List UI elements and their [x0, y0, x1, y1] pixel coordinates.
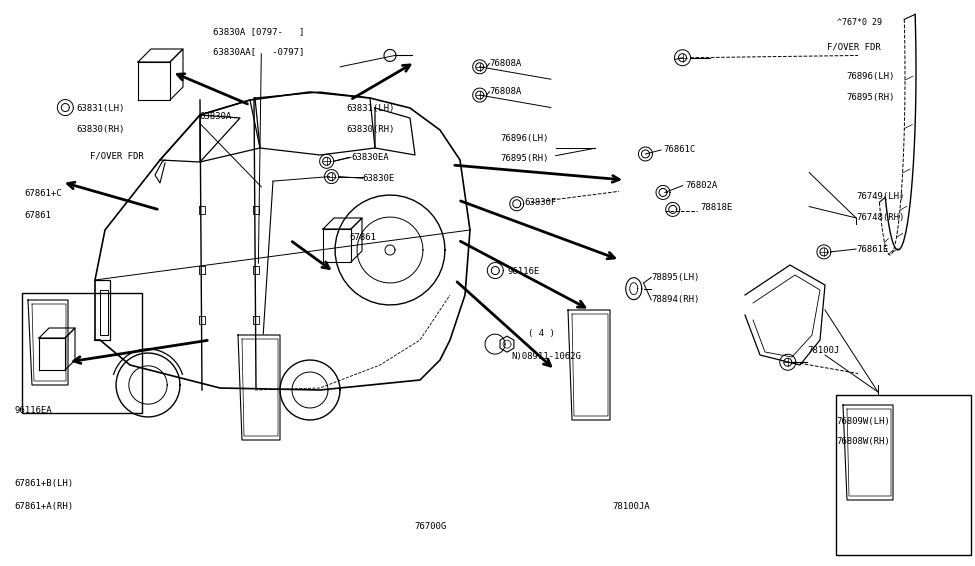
Text: 76896(LH): 76896(LH) [846, 72, 895, 81]
Text: 76808A: 76808A [489, 87, 522, 96]
Text: F/OVER FDR: F/OVER FDR [827, 42, 880, 52]
Text: 76748(RH): 76748(RH) [856, 213, 905, 222]
Text: 76700G: 76700G [414, 522, 447, 531]
Text: 67861+A(RH): 67861+A(RH) [15, 502, 74, 511]
Text: 78894(RH): 78894(RH) [651, 295, 700, 305]
Text: F/OVER FDR: F/OVER FDR [90, 151, 143, 160]
Text: ^767*0 29: ^767*0 29 [837, 18, 881, 27]
Bar [22, 293, 142, 413]
Text: 76809W(LH): 76809W(LH) [837, 417, 890, 426]
Text: N)08911-1062G: N)08911-1062G [512, 352, 582, 361]
Text: ( 4 ): ( 4 ) [528, 329, 556, 338]
Text: 76749(LH): 76749(LH) [856, 192, 905, 201]
Text: 67861: 67861 [24, 211, 52, 220]
Text: 76896(LH): 76896(LH) [500, 134, 549, 143]
Text: 67861+C: 67861+C [24, 189, 62, 198]
Bar [836, 395, 971, 555]
Text: 63831(LH): 63831(LH) [76, 104, 125, 113]
Text: 63830A [0797-   ]: 63830A [0797- ] [213, 27, 304, 36]
Text: 63830E: 63830E [363, 174, 395, 183]
Text: 63830(RH): 63830(RH) [76, 125, 125, 134]
Text: 67861: 67861 [349, 233, 376, 242]
Text: 76808W(RH): 76808W(RH) [837, 437, 890, 446]
Text: 76861E: 76861E [856, 245, 888, 254]
Text: 76895(RH): 76895(RH) [500, 154, 549, 163]
Text: 78100JA: 78100JA [612, 502, 650, 511]
Text: 76802A: 76802A [685, 181, 718, 190]
Text: 63830A: 63830A [200, 112, 232, 121]
Text: 76895(RH): 76895(RH) [846, 93, 895, 102]
Text: 63831(LH): 63831(LH) [346, 104, 395, 113]
Text: 76808A: 76808A [489, 59, 522, 68]
Text: 78895(LH): 78895(LH) [651, 273, 700, 282]
Text: 63830(RH): 63830(RH) [346, 125, 395, 134]
Text: 78100J: 78100J [807, 346, 839, 355]
Text: 63830AA[   -0797]: 63830AA[ -0797] [213, 48, 304, 57]
Text: 63830EA: 63830EA [351, 153, 389, 162]
Text: 96116E: 96116E [507, 267, 539, 276]
Text: 76861C: 76861C [663, 145, 695, 155]
Text: 78818E: 78818E [700, 203, 732, 212]
Text: 63830F: 63830F [525, 198, 557, 207]
Text: 67861+B(LH): 67861+B(LH) [15, 479, 74, 488]
Text: 96116EA: 96116EA [15, 406, 53, 415]
